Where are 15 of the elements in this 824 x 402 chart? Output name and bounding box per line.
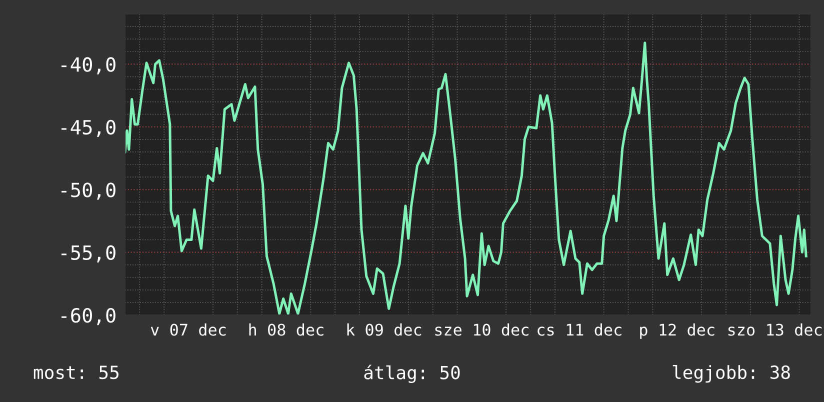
x-tick-label: cs 11 dec <box>538 323 622 336</box>
y-tick-label: -50,0 <box>62 182 116 200</box>
x-tick-label: szo 13 dec <box>728 323 822 336</box>
x-tick-label: sze 10 dec <box>435 323 528 336</box>
y-tick-label: -55,0 <box>62 245 116 262</box>
x-tick-label: v 07 dec <box>150 323 226 336</box>
text: átlag: 50 <box>364 364 460 384</box>
x-tick-label: k 09 dec <box>347 323 422 336</box>
text: legjobb: 38 <box>672 365 790 383</box>
x-tick-label: p 12 dec <box>640 323 714 339</box>
y-tick-label: -60,0 <box>62 308 116 326</box>
y-tick-label: -45,0 <box>62 120 116 138</box>
text: most: 55 <box>34 366 118 380</box>
x-tick-label: h 08 dec <box>249 323 324 336</box>
y-tick-label: -40,0 <box>62 57 116 74</box>
